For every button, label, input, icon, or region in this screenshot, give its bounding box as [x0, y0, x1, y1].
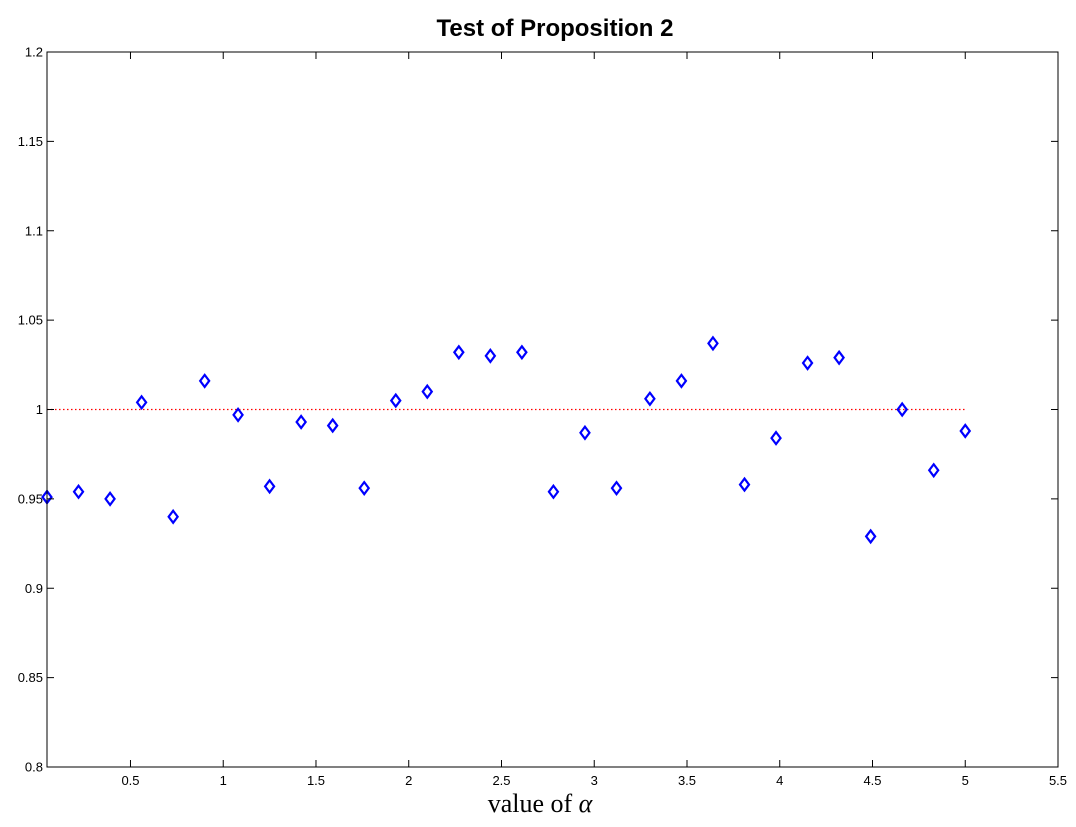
y-tick-label: 1.05 [18, 313, 43, 328]
x-tick-label: 3 [591, 773, 598, 788]
y-tick-label: 1.1 [25, 223, 43, 238]
data-point [263, 478, 276, 495]
y-tick-label: 1 [36, 402, 43, 417]
data-point [770, 430, 782, 446]
data-point [104, 491, 116, 507]
y-tick-label: 0.8 [25, 760, 43, 775]
data-point [864, 528, 877, 545]
data-point [959, 423, 972, 439]
data-point [547, 483, 560, 500]
data-point [707, 335, 719, 352]
data-point [295, 414, 308, 430]
x-tick-label: 4 [776, 773, 783, 788]
data-point [484, 348, 497, 364]
y-tick-label: 0.9 [25, 581, 43, 596]
data-point [833, 349, 845, 366]
x-tick-label: 1 [220, 773, 227, 788]
x-tick-label: 4.5 [863, 773, 881, 788]
x-tick-label: 5.5 [1049, 773, 1067, 788]
x-tick-label: 5 [962, 773, 969, 788]
y-tick-label: 1.15 [18, 134, 43, 149]
y-tick-label: 0.95 [18, 491, 43, 506]
data-point [167, 508, 180, 525]
axis-ticks [47, 51, 1059, 768]
data-point [516, 344, 528, 361]
data-points [41, 335, 972, 545]
data-point [358, 480, 371, 496]
data-point [644, 390, 656, 407]
data-point [452, 344, 465, 361]
y-tick-label: 1.2 [25, 45, 43, 60]
data-point [198, 373, 211, 389]
x-tick-label: 2.5 [492, 773, 510, 788]
data-point [579, 424, 591, 441]
data-point [326, 417, 339, 434]
x-tick-label: 1.5 [307, 773, 325, 788]
x-axis-label-text: value of [488, 789, 579, 818]
x-tick-label: 3.5 [678, 773, 696, 788]
x-axis-label: value of α [488, 789, 594, 818]
data-point [389, 392, 402, 409]
data-point [801, 355, 814, 371]
y-tick-label: 0.85 [18, 670, 43, 685]
data-point [896, 401, 909, 418]
x-tick-label: 2 [405, 773, 412, 788]
data-point [135, 394, 148, 411]
data-point [232, 407, 244, 423]
data-point [72, 483, 85, 500]
data-point [421, 383, 434, 400]
chart-title: Test of Proposition 2 [437, 15, 674, 42]
data-point [738, 476, 751, 493]
x-tick-label: 0.5 [121, 773, 139, 788]
data-point [927, 462, 940, 479]
x-tick-labels: 0.5 1 1.5 2 2.5 3 3.5 4 4.5 5 5.5 [121, 773, 1067, 788]
data-point [675, 373, 688, 389]
y-tick-labels: 0.8 0.85 0.9 0.95 1 1.05 1.1 1.15 1.2 [18, 45, 43, 775]
x-axis-label-symbol: α [579, 789, 594, 818]
data-point [610, 480, 623, 496]
